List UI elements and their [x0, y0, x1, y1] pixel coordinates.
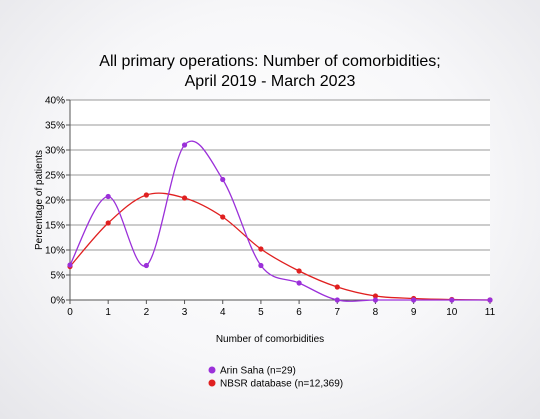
series-1-point	[296, 280, 302, 286]
series-1-point	[334, 297, 340, 303]
series-2-line	[69, 192, 491, 301]
series-1-point	[449, 297, 455, 303]
legend: Arin Saha (n=29) NBSR database (n=12,369)	[208, 366, 343, 390]
series-1-point	[487, 297, 493, 303]
x-tick-label: 1	[105, 307, 111, 318]
legend-marker	[208, 379, 216, 387]
y-axis-label: Percentage of patients	[34, 150, 45, 250]
series-2-point	[143, 192, 149, 198]
series-1-point	[258, 262, 264, 269]
series-2-point	[105, 220, 111, 226]
y-tick-label: 40%	[45, 96, 65, 107]
series-2-point	[372, 293, 379, 299]
legend-label: NBSR database (n=12,369)	[220, 379, 343, 390]
y-tick-label: 35%	[45, 121, 65, 132]
series-2-point	[258, 246, 264, 252]
x-tick-label: 11	[485, 307, 496, 318]
y-tick-label: 30%	[45, 146, 65, 157]
x-tick-label: 4	[220, 307, 226, 318]
chart-title-line-1: All primary operations: Number of comorb…	[99, 53, 440, 70]
x-tick-label: 8	[373, 307, 379, 318]
x-tick-label: 2	[144, 307, 150, 318]
x-tick-label: 9	[411, 307, 417, 318]
y-tick-label: 25%	[45, 171, 65, 182]
series-1-point	[105, 193, 111, 200]
legend-label: Arin Saha (n=29)	[220, 366, 296, 377]
x-tick-label: 3	[182, 307, 188, 318]
legend-marker	[208, 366, 216, 374]
chart-title-line-2: April 2019 - March 2023	[185, 73, 356, 90]
series-1-point	[143, 262, 149, 269]
series-2-point	[181, 195, 188, 201]
series-1-point	[181, 142, 188, 148]
x-axis-label: Number of comorbidities	[216, 334, 324, 345]
series-2-point	[220, 214, 226, 220]
series-1-point	[372, 297, 379, 303]
x-tick-label: 10	[446, 307, 458, 318]
y-tick-label: 20%	[45, 196, 65, 207]
series-2-point	[296, 268, 302, 274]
y-tick-label: 0%	[51, 296, 66, 307]
x-tick-label: 7	[334, 307, 340, 318]
plot-area: 0% 5% 10% 15% 20% 25% 30% 35% 40% 0 1 2 3 4 5 6 7 8 9 10 11	[45, 96, 496, 319]
y-tick-label: 5%	[51, 271, 66, 282]
y-tick-label: 10%	[45, 246, 65, 257]
x-tick-label: 6	[296, 307, 302, 318]
series-1-point	[411, 297, 417, 303]
x-tick-label: 5	[258, 307, 264, 318]
y-tick-label: 15%	[45, 221, 65, 232]
series-1-point	[220, 176, 226, 183]
series-1-point	[67, 262, 73, 268]
x-tick-label: 0	[67, 307, 73, 318]
series-2-point	[334, 284, 340, 290]
